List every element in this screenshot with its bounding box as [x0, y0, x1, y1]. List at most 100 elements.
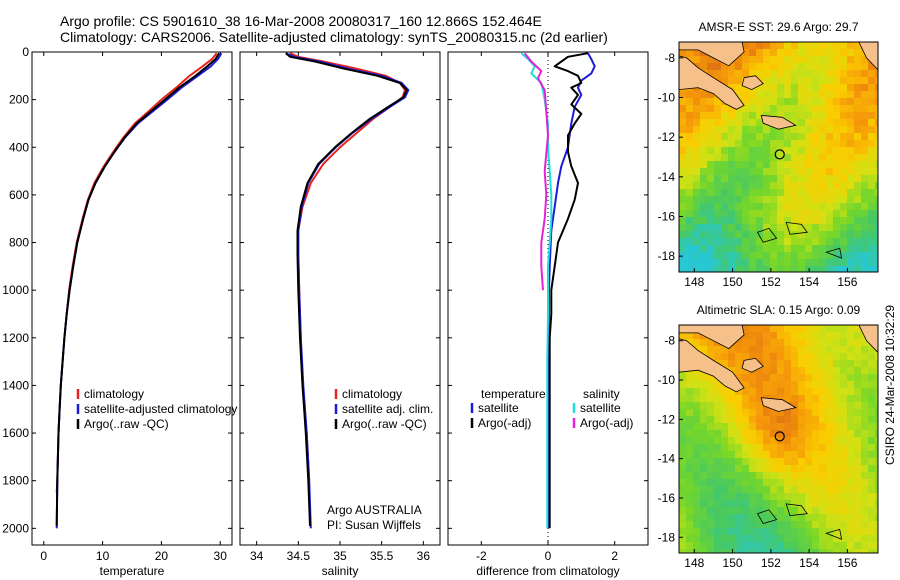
map-cell — [679, 542, 687, 550]
map-cell — [812, 238, 820, 246]
map-cell — [826, 437, 834, 445]
map-cell — [693, 119, 701, 127]
map-cell — [791, 224, 799, 232]
map-cell — [756, 147, 764, 155]
map-cell — [679, 423, 687, 431]
map-cell — [700, 374, 708, 382]
map-cell — [707, 500, 715, 508]
map-cell — [756, 140, 764, 148]
x-axis-label: temperature — [100, 564, 165, 578]
map-cell — [861, 238, 869, 246]
map-cell — [721, 500, 729, 508]
map-cell — [861, 252, 869, 260]
map-cell — [679, 217, 687, 225]
map-cell — [714, 402, 722, 410]
map-cell — [833, 196, 841, 204]
map-cell — [721, 63, 729, 71]
map-cell — [805, 252, 813, 260]
map-cell — [868, 140, 876, 148]
map-cell — [749, 91, 757, 99]
map-cell — [875, 210, 878, 218]
map-cell — [847, 360, 855, 368]
map-cell — [826, 105, 834, 113]
map-cell — [840, 168, 848, 176]
map-cell — [798, 49, 806, 57]
map-cell — [749, 70, 757, 78]
map-cell — [805, 360, 813, 368]
map-cell — [707, 402, 715, 410]
map-cell — [868, 154, 876, 162]
map-cell — [777, 77, 785, 85]
map-cell — [763, 210, 771, 218]
map-cell — [770, 360, 778, 368]
map-cell — [791, 154, 799, 162]
map-cell — [679, 514, 687, 522]
map-cell — [784, 84, 792, 92]
map-cell — [854, 91, 862, 99]
map-cell — [749, 521, 757, 529]
map-cell — [840, 91, 848, 99]
map-cell — [812, 70, 820, 78]
map-cell — [826, 444, 834, 452]
map-cell — [826, 521, 834, 529]
map-cell — [861, 430, 869, 438]
map-cell — [763, 437, 771, 445]
map-cell — [756, 189, 764, 197]
map-cell — [840, 133, 848, 141]
map-cell — [826, 325, 834, 333]
map-cell — [763, 189, 771, 197]
map-cell — [693, 56, 701, 64]
map-cell — [707, 161, 715, 169]
map-cell — [763, 521, 771, 529]
map-cell — [868, 521, 876, 529]
map-cell — [686, 203, 694, 211]
map-cell — [686, 409, 694, 417]
map-cell — [679, 549, 687, 553]
map-cell — [707, 105, 715, 113]
map-cell — [854, 339, 862, 347]
map-cell — [721, 472, 729, 480]
map-cell — [868, 479, 876, 487]
map-cell — [770, 465, 778, 473]
map-cell — [805, 409, 813, 417]
map-cell — [791, 56, 799, 64]
map-cell — [798, 346, 806, 354]
map-cell — [686, 91, 694, 99]
map-cell — [742, 154, 750, 162]
map-cell — [798, 535, 806, 543]
map-cell — [777, 238, 785, 246]
map-cell — [777, 147, 785, 155]
map-cell — [693, 409, 701, 417]
map-cell — [875, 507, 878, 515]
map-cell — [735, 56, 743, 64]
y-tick-label: 1200 — [2, 331, 29, 345]
map-cell — [798, 98, 806, 106]
map-cell — [861, 231, 869, 239]
map-cell — [770, 147, 778, 155]
map-cell — [875, 430, 878, 438]
map-cell — [784, 42, 792, 50]
map-cell — [819, 465, 827, 473]
map-cell — [861, 210, 869, 218]
map-cell — [742, 126, 750, 134]
map-cell — [854, 395, 862, 403]
map-cell — [714, 147, 722, 155]
map-cell — [756, 437, 764, 445]
map-cell — [854, 161, 862, 169]
map-cell — [840, 196, 848, 204]
map-cell — [777, 409, 785, 417]
map-cell — [819, 521, 827, 529]
series-line-2-3 — [523, 52, 549, 291]
map-cell — [756, 353, 764, 361]
map-cell — [735, 493, 743, 501]
map-cell — [833, 353, 841, 361]
map-cell — [700, 458, 708, 466]
map-cell — [714, 493, 722, 501]
map-cell — [840, 119, 848, 127]
map-cell — [721, 133, 729, 141]
map-cell — [707, 388, 715, 396]
map-cell — [805, 210, 813, 218]
map-cell — [784, 437, 792, 445]
map-cell — [749, 486, 757, 494]
map-cell — [707, 182, 715, 190]
